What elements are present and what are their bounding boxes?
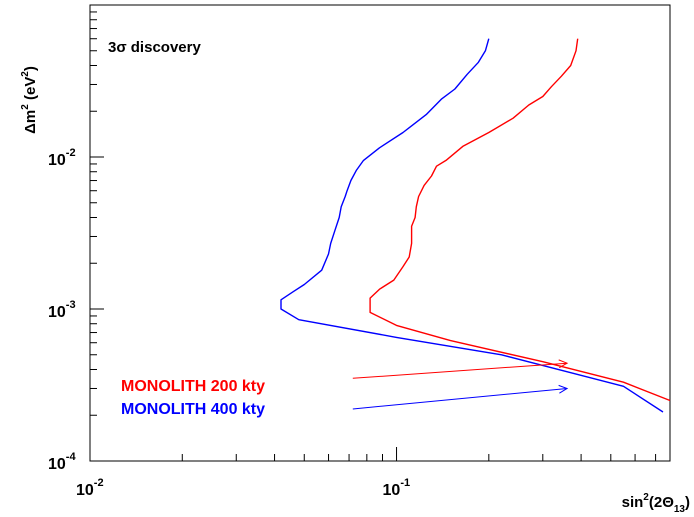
y-tick-label: 10-4 [48,451,76,473]
arrow-group [352,359,569,410]
legend-label-400kty: MONOLITH 400 kty [121,401,265,418]
legend-arrow-0 [352,359,569,379]
annotation-3sigma: 3σ discovery [108,39,201,56]
series-line-0 [369,38,671,402]
legend-arrow-1 [352,384,569,410]
y-axis-label: Δm2 (eV2) [20,66,39,134]
x-tick-label: 10-1 [383,477,411,499]
y-tick-label: 10-2 [48,147,76,169]
legend-label-200kty: MONOLITH 200 kty [121,378,265,395]
axis-ticks [89,4,657,462]
series-group [280,38,671,413]
y-tick-label: 10-3 [48,299,76,321]
axis-tick-labels: 10-2 10-1 10-4 10-3 10-2 [48,147,410,499]
plot-frame [89,4,671,462]
x-tick-label: 10-2 [76,477,104,499]
series-line-1 [280,38,664,413]
x-axis-label: sin2(2Θ13) [622,492,690,515]
